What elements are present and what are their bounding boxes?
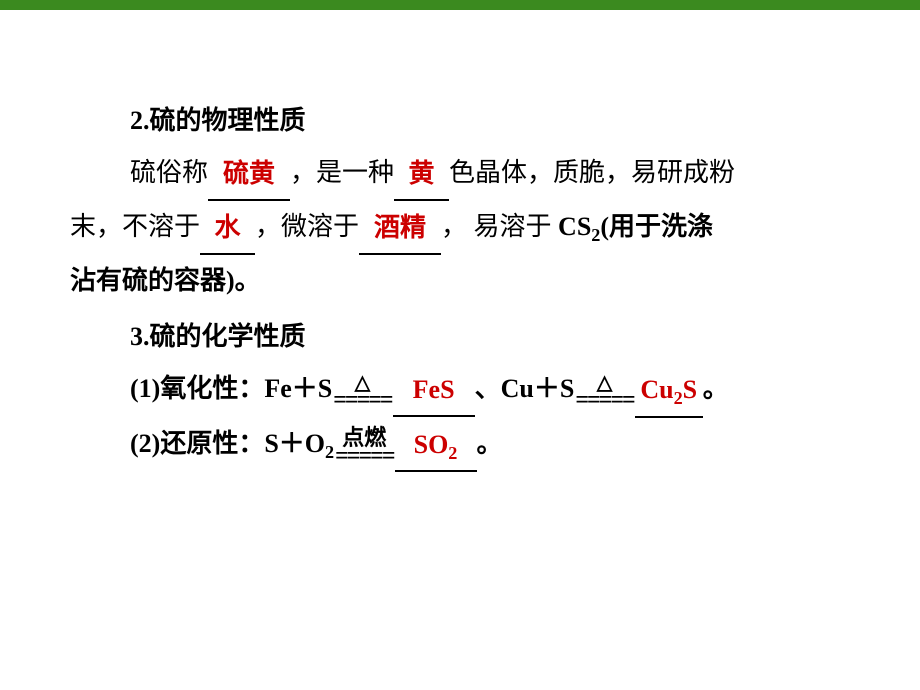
cond: △ (333, 373, 391, 393)
eq2-r1a: S＋O (264, 429, 325, 458)
answer-jiujing: 酒精 (374, 213, 426, 242)
heading-2-num: 2. (130, 106, 150, 135)
slide-content: 2.硫的物理性质 硫俗称硫黄 ，是一种黄色晶体，质脆，易研成粉 末，不溶于水 ，微溶… (0, 10, 920, 472)
equation-line-1: (1)氧化性：Fe＋S△=====FeS、Cu＋S△=====Cu2S。 (70, 363, 850, 418)
reaction-arrow-3: 点燃===== (335, 425, 393, 466)
heading-3-title: 硫的化学性质 (150, 322, 306, 351)
heading-3-num: 3. (130, 322, 150, 351)
blank-huang: 黄 (394, 147, 449, 201)
answer-huang: 黄 (409, 159, 435, 188)
paragraph-line-1: 硫俗称硫黄 ，是一种黄色晶体，质脆，易研成粉 (70, 147, 850, 201)
text: ，是一种 (290, 158, 394, 187)
equation-line-2: (2)还原性：S＋O2点燃=====SO2。 (70, 418, 850, 473)
eq1-label: (1)氧化性： (130, 374, 264, 403)
cond: △ (575, 373, 633, 393)
cu2s-a: Cu (640, 375, 673, 404)
cond: 点燃 (335, 427, 393, 449)
cs2-text: CS2 (558, 212, 600, 241)
sep: 、 (475, 374, 501, 403)
so2-b: 2 (448, 443, 457, 463)
blank-cu2s: Cu2S (635, 363, 703, 418)
eqs: ===== (333, 391, 391, 410)
text: 沾有硫的容器)。 (70, 266, 261, 295)
text: ，微溶于 (255, 212, 359, 241)
blank-liuhuang: 硫黄 (208, 147, 290, 201)
cs2-a: CS (558, 212, 591, 241)
blank-so2: SO2 (395, 418, 477, 473)
eq2-r1b: 2 (325, 442, 334, 462)
heading-2: 2.硫的物理性质 (70, 95, 850, 147)
eqs: ===== (575, 391, 633, 410)
so2-a: SO (414, 430, 449, 459)
cu2s-c: S (683, 375, 697, 404)
top-border-bar (0, 0, 920, 10)
blank-fes: FeS (393, 363, 475, 417)
eq2-label: (2)还原性： (130, 429, 264, 458)
reaction-arrow-2: △===== (575, 371, 633, 410)
heading-3: 3.硫的化学性质 (70, 311, 850, 363)
end: 。 (477, 429, 503, 458)
answer-so2: SO2 (414, 430, 458, 459)
answer-shui: 水 (215, 213, 241, 242)
text: 末，不溶于 (70, 212, 200, 241)
cu2s-b: 2 (674, 388, 683, 408)
paragraph-line-2: 末，不溶于水 ，微溶于酒精 ， 易溶于 CS2(用于洗涤 (70, 201, 850, 255)
text: 色晶体，质脆，易研成粉 (449, 158, 735, 187)
eq1-r1: Fe＋S (264, 374, 332, 403)
text: (用于洗涤 (600, 212, 713, 241)
answer-fes: FeS (413, 375, 455, 404)
text: ， 易溶于 (441, 212, 558, 241)
blank-shui: 水 (200, 201, 255, 255)
heading-2-title: 硫的物理性质 (150, 106, 306, 135)
answer-cu2s: Cu2S (640, 375, 697, 404)
text: 硫俗称 (130, 158, 208, 187)
eq2-r1: S＋O2 (264, 429, 334, 458)
reaction-arrow-1: △===== (333, 371, 391, 410)
end: 。 (703, 374, 729, 403)
paragraph-line-3: 沾有硫的容器)。 (70, 255, 850, 307)
blank-jiujing: 酒精 (359, 201, 441, 255)
answer-liuhuang: 硫黄 (223, 159, 275, 188)
eq1-r2: Cu＋S (501, 374, 575, 403)
